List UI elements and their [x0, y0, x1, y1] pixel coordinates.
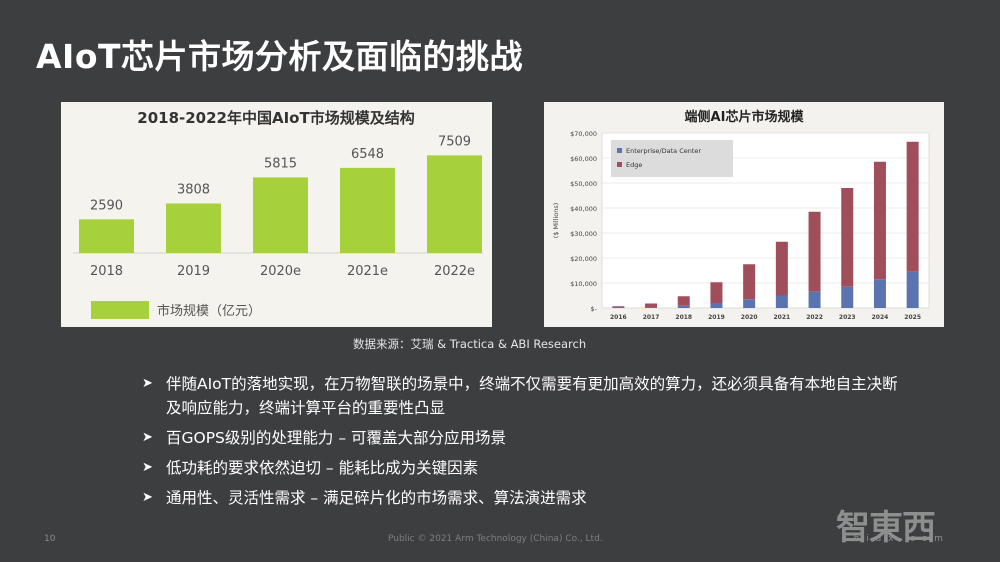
- bullet-text: 低功耗的要求依然迫切 – 能耗比成为关键因素: [166, 459, 479, 477]
- bar-segment: [873, 161, 886, 280]
- tick-label: 2018: [90, 264, 123, 279]
- bar: [427, 155, 482, 253]
- bar-segment: [710, 282, 723, 303]
- bar-segment: [645, 303, 658, 307]
- arrow-bullet-icon: ➤: [142, 376, 153, 391]
- chart-title: 端侧AI芯片市场规模: [685, 109, 805, 125]
- bullet-list: ➤ 伴随AIoT的落地实现，在万物智联的场景中，终端不仅需要有更加高效的算力，还…: [138, 372, 898, 516]
- legend-box: [611, 140, 733, 177]
- bar-segment: [612, 307, 625, 308]
- legend-label: 市场规模（亿元）: [157, 303, 261, 319]
- data-label: 3808: [177, 182, 210, 197]
- y-tick-label: $-: [591, 305, 598, 313]
- china-aiot-market-chart: 2018-2022年中国AIoT市场规模及结构 2590 2018 3808 2019 5…: [61, 102, 492, 327]
- y-tick-label: $10,000: [570, 280, 597, 288]
- y-tick-label: $70,000: [570, 130, 597, 138]
- bar-segment: [645, 307, 658, 308]
- bullet-item: ➤ 伴随AIoT的落地实现，在万物智联的场景中，终端不仅需要有更加高效的算力，还…: [138, 372, 898, 420]
- bar-segment: [775, 295, 788, 308]
- bar-segment: [873, 279, 886, 308]
- data-label: 2590: [90, 198, 123, 213]
- arrow-bullet-icon: ➤: [142, 460, 153, 475]
- data-label: 7509: [438, 134, 471, 149]
- bullet-item: ➤ 百GOPS级别的处理能力 – 可覆盖大部分应用场景: [138, 426, 898, 450]
- bar: [340, 167, 395, 253]
- edge-ai-chip-market-svg: 端侧AI芯片市场规模 $- $10,000 $20,000 $30,000 $40,000…: [552, 109, 930, 321]
- arrow-bullet-icon: ➤: [142, 490, 153, 505]
- tick-label: 2021e: [347, 264, 388, 279]
- tick-label: 2020e: [260, 264, 301, 279]
- watermark-logo: 智東西: [836, 508, 936, 548]
- bullet-text: 伴随AIoT的落地实现，在万物智联的场景中，终端不仅需要有更加高效的算力，还必须…: [166, 375, 898, 417]
- y-tick-label: $40,000: [570, 205, 597, 213]
- bar-segment: [906, 271, 919, 308]
- x-tick-label: 2017: [643, 314, 660, 321]
- y-tick-label: $50,000: [570, 180, 597, 188]
- x-tick-label: 2024: [872, 314, 889, 321]
- data-label: 6548: [351, 147, 384, 162]
- x-tick-label: 2016: [610, 314, 627, 321]
- copyright-footer: Public © 2021 Arm Technology (China) Co.…: [388, 534, 603, 544]
- y-tick-label: $20,000: [570, 255, 597, 263]
- y-tick-label: $30,000: [570, 230, 597, 238]
- bullet-text: 通用性、灵活性需求 – 满足碎片化的市场需求、算法演进需求: [166, 489, 587, 507]
- x-tick-label: 2021: [773, 314, 790, 321]
- bar-segment: [677, 296, 690, 306]
- bar-segment: [677, 305, 690, 308]
- x-tick-label: 2025: [904, 314, 921, 321]
- x-tick-label: 2023: [839, 314, 856, 321]
- bar: [79, 219, 134, 253]
- legend-swatch: [91, 301, 149, 319]
- arrow-bullet-icon: ➤: [142, 430, 153, 445]
- x-tick-label: 2018: [675, 314, 692, 321]
- watermark-url: z h i d x . c o m: [842, 534, 945, 544]
- legend-swatch: [617, 148, 622, 153]
- legend-label: Edge: [626, 161, 642, 169]
- bar-segment: [841, 286, 854, 308]
- bar-segment: [743, 299, 756, 308]
- page-number: 10: [44, 534, 56, 544]
- bullet-item: ➤ 低功耗的要求依然迫切 – 能耗比成为关键因素: [138, 456, 898, 480]
- china-aiot-market-svg: 2018-2022年中国AIoT市场规模及结构 2590 2018 3808 2019 5…: [73, 109, 483, 319]
- legend-label: Enterprise/Data Center: [626, 147, 701, 155]
- data-source-note: 数据来源：艾瑞 & Tractica & ABI Research: [353, 337, 587, 351]
- y-tick-label: $60,000: [570, 155, 597, 163]
- bar: [253, 177, 308, 253]
- x-tick-label: 2019: [708, 314, 725, 321]
- tick-label: 2019: [177, 264, 210, 279]
- data-label: 5815: [264, 156, 297, 171]
- chart-title: 2018-2022年中国AIoT市场规模及结构: [137, 109, 414, 127]
- bullet-text: 百GOPS级别的处理能力 – 可覆盖大部分应用场景: [166, 429, 507, 447]
- bar-segment: [808, 291, 821, 308]
- edge-ai-chip-market-chart: 端侧AI芯片市场规模 $- $10,000 $20,000 $30,000 $40,000…: [544, 102, 944, 327]
- legend-swatch: [617, 162, 622, 167]
- bullet-item: ➤ 通用性、灵活性需求 – 满足碎片化的市场需求、算法演进需求: [138, 486, 898, 510]
- slide-title: AIoT芯片市场分析及面临的挑战: [36, 37, 523, 76]
- bar-segment: [808, 211, 821, 292]
- bar-segment: [841, 188, 854, 287]
- x-tick-label: 2022: [806, 314, 823, 321]
- tick-label: 2022e: [434, 264, 475, 279]
- bar: [166, 203, 221, 253]
- bar-segment: [775, 241, 788, 296]
- x-tick-label: 2020: [741, 314, 758, 321]
- bar-segment: [612, 306, 625, 308]
- bar-segment: [906, 141, 919, 272]
- bar-segment: [710, 303, 723, 308]
- y-axis-label: ($ Millions): [552, 203, 560, 239]
- bar-segment: [743, 264, 756, 300]
